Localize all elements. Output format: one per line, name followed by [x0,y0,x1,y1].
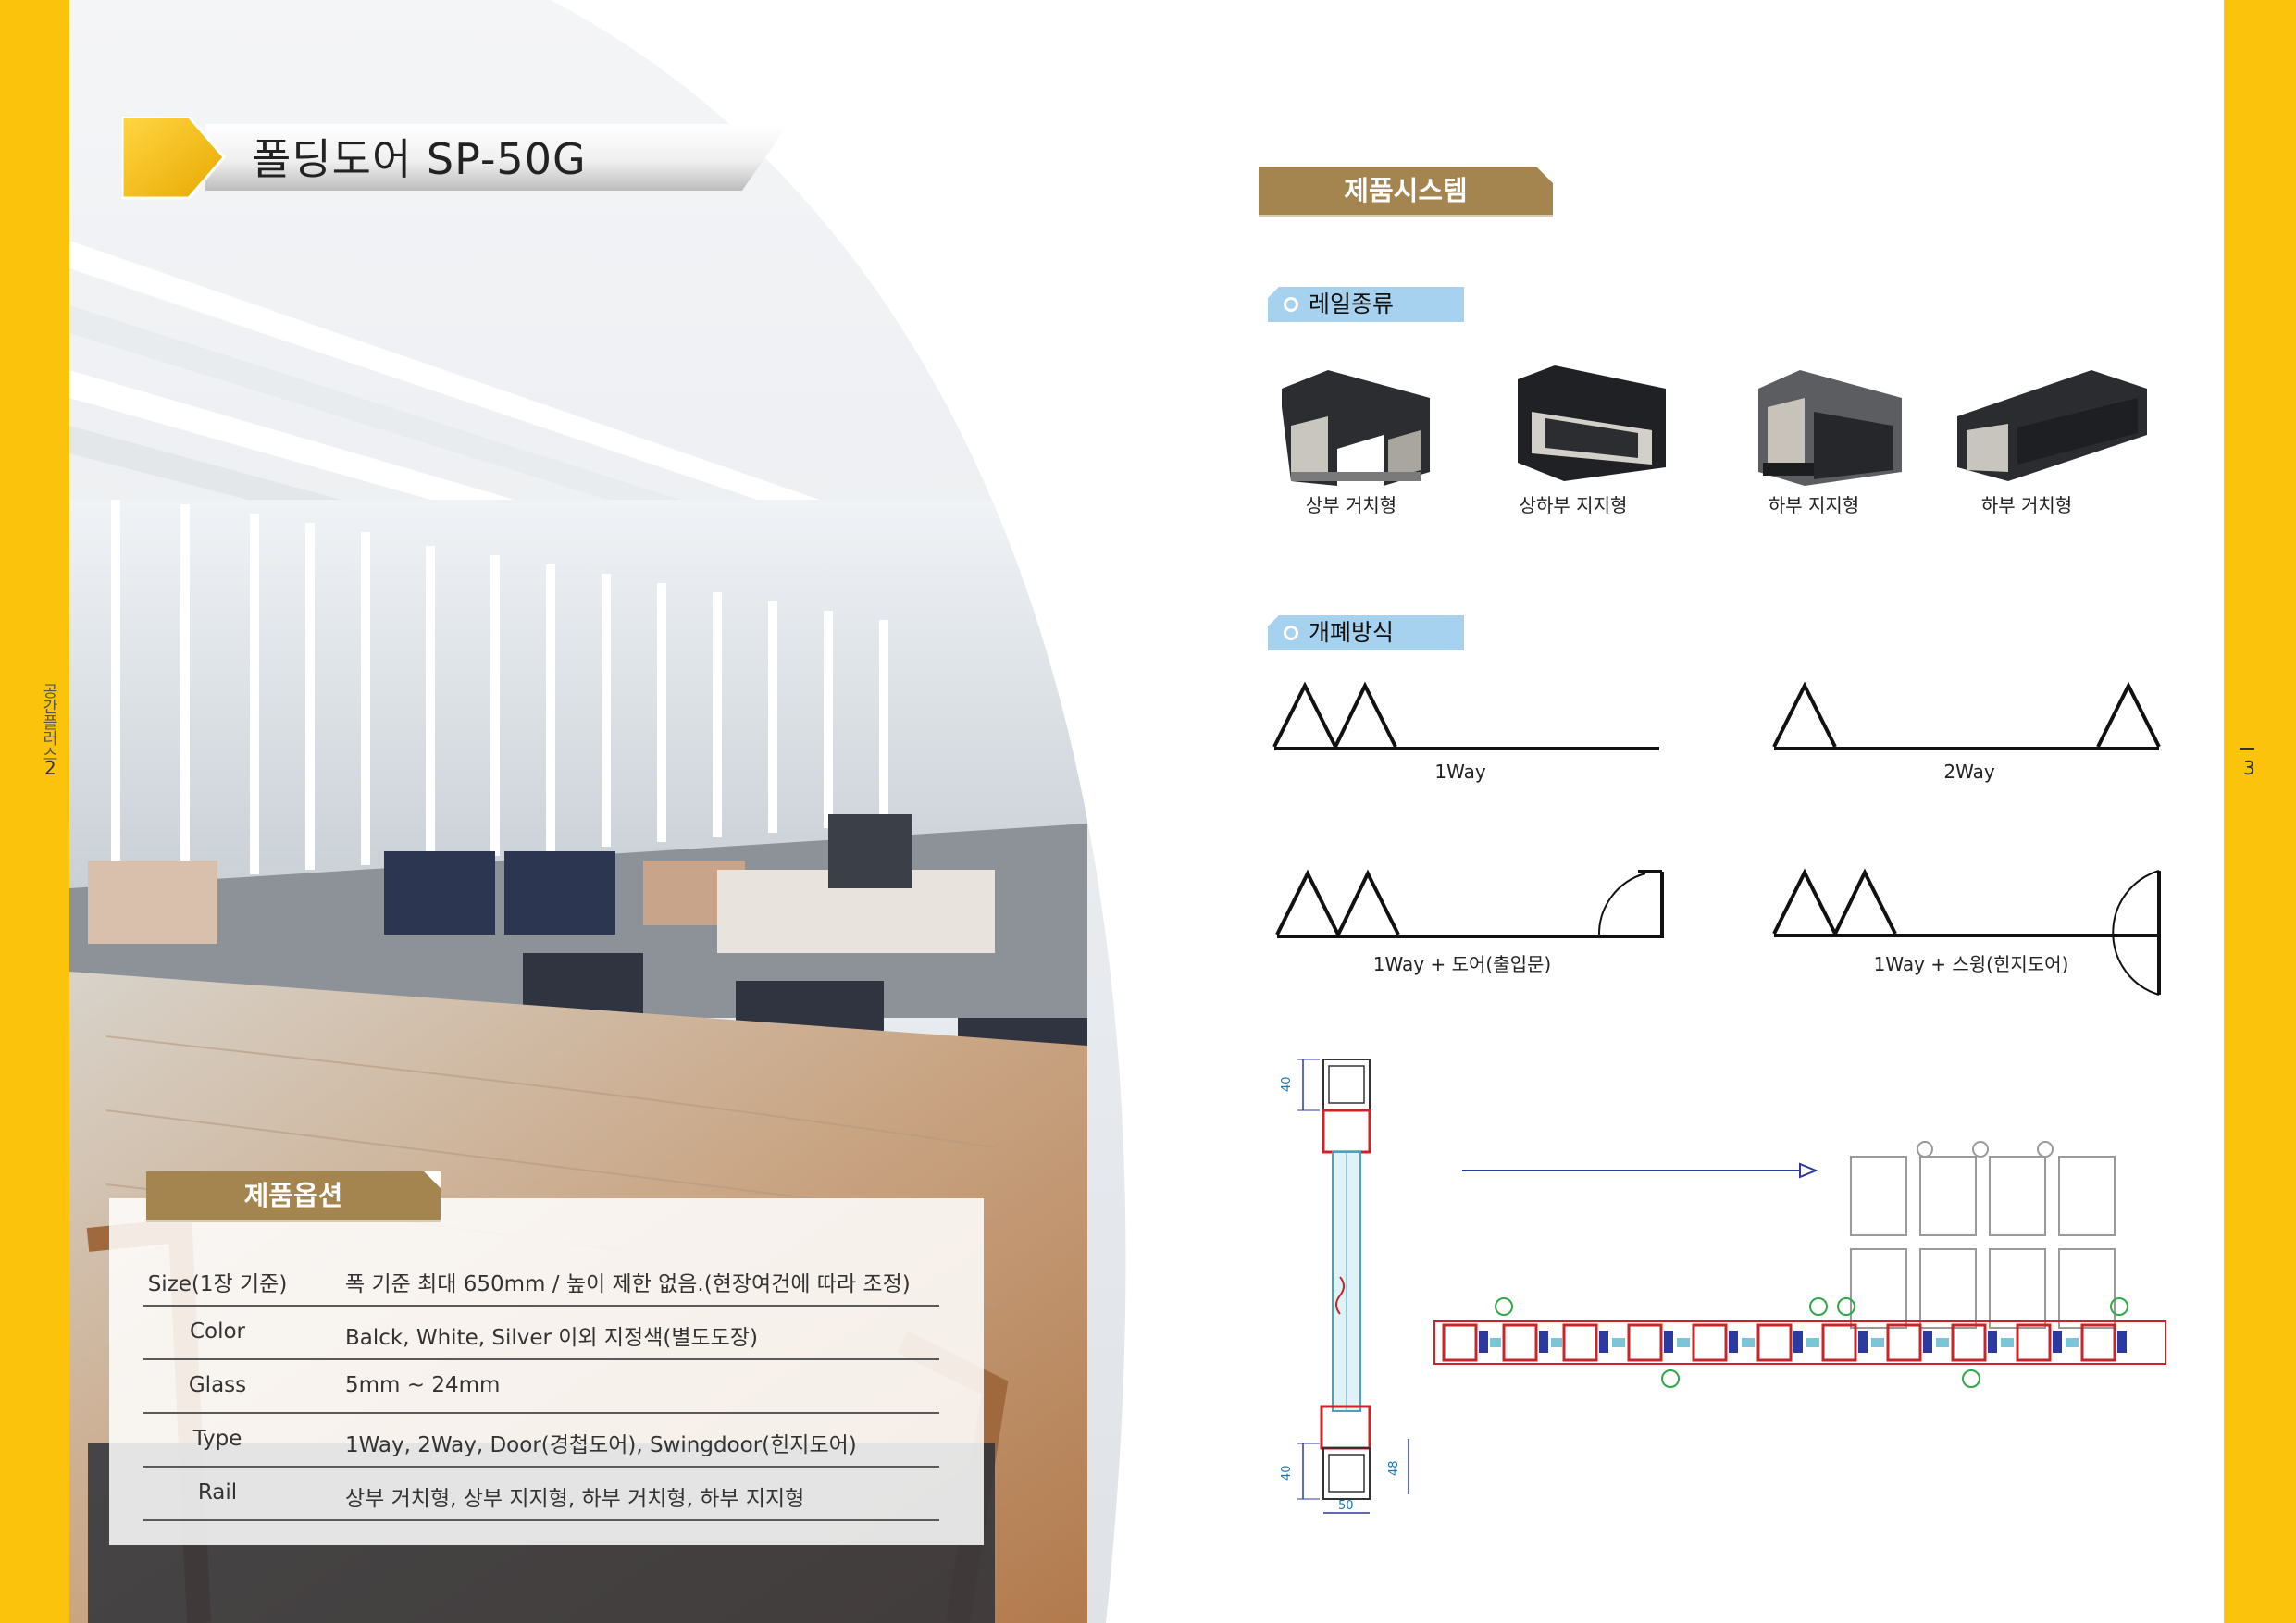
rail-profile-image [1758,370,1902,486]
section-drawing: 40 40 48 50 [1280,1059,2166,1514]
rail-profile-image [1518,365,1666,481]
dim-bottom-right: 48 [1387,1460,1401,1476]
page-number-left: 2 [44,757,56,779]
option-row-rail: Rail 상부 거치형, 상부 지지형, 하부 거치형, 하부 지지형 [143,1468,939,1521]
page-mark-right [2240,748,2254,750]
rail-label: 하부 지지형 [1768,494,1860,516]
option-value: Balck, White, Silver 이외 지정색(별도도장) [345,1326,758,1350]
rail-label: 상하부 지지형 [1519,494,1628,516]
dim-top: 40 [1280,1076,1294,1092]
rail-label: 하부 거치형 [1980,494,2073,516]
option-label: Rail [197,1481,238,1505]
opening-1way-door-diagram [1275,869,1664,938]
rail-types-heading: 레일종류 [1268,287,1464,322]
left-yellow-edge [0,0,69,1623]
title-banner: 폴딩도어 SP-50G [122,117,788,205]
option-row-type: Type 1Way, 2Way, Door(경첩도어), Swingdoor(힌… [143,1414,939,1468]
rail-profile-image [1957,370,2147,481]
stacked-panels [1850,1141,2116,1329]
dim-bottom-left: 40 [1280,1465,1294,1481]
vertical-section [1297,1059,1409,1514]
opening-label: 1Way + 스윙(힌지도어) [1873,953,2069,975]
opening-label: 2Way [1943,761,1995,783]
page-number-right: 3 [2243,757,2255,779]
opening-1way-diagram [1272,681,1659,750]
option-label: Color [189,1319,246,1344]
option-label: Glass [188,1373,247,1397]
options-heading: 제품옵션 [146,1171,441,1220]
opening-1way-swing-diagram [1772,868,2161,996]
rail-profile-image [1282,370,1430,486]
brand-side-label: 공간플러스 [39,683,57,762]
option-value: 상부 거치형, 상부 지지형, 하부 거치형, 하부 지지형 [345,1487,805,1511]
option-value: 5mm ~ 24mm [345,1373,501,1397]
opening-types-heading: 개폐방식 [1268,615,1464,650]
option-value: 1Way, 2Way, Door(경첩도어), Swingdoor(힌지도어) [345,1433,857,1457]
option-label: Size(1장 기준) [147,1272,288,1296]
rail-label: 상부 거치형 [1305,494,1397,516]
right-yellow-edge [2224,0,2296,1623]
option-row-glass: Glass 5mm ~ 24mm [143,1360,939,1414]
page-title: 폴딩도어 SP-50G [252,134,587,184]
system-heading: 제품시스템 [1259,167,1553,215]
horizontal-track [1433,1297,2166,1388]
option-label: Type [192,1427,242,1451]
dim-width: 50 [1338,1499,1354,1513]
option-value: 폭 기준 최대 650mm / 높이 제한 없음.(현장여건에 따라 조정) [345,1272,911,1296]
options-panel [109,1198,984,1545]
option-row-size: Size(1장 기준) 폭 기준 최대 650mm / 높이 제한 없음.(현장… [143,1253,939,1307]
opening-label: 1Way + 도어(출입문) [1372,953,1552,975]
opening-label: 1Way [1434,761,1486,783]
opening-2way-diagram [1772,681,2161,750]
option-row-color: Color Balck, White, Silver 이외 지정색(별도도장) [143,1307,939,1360]
